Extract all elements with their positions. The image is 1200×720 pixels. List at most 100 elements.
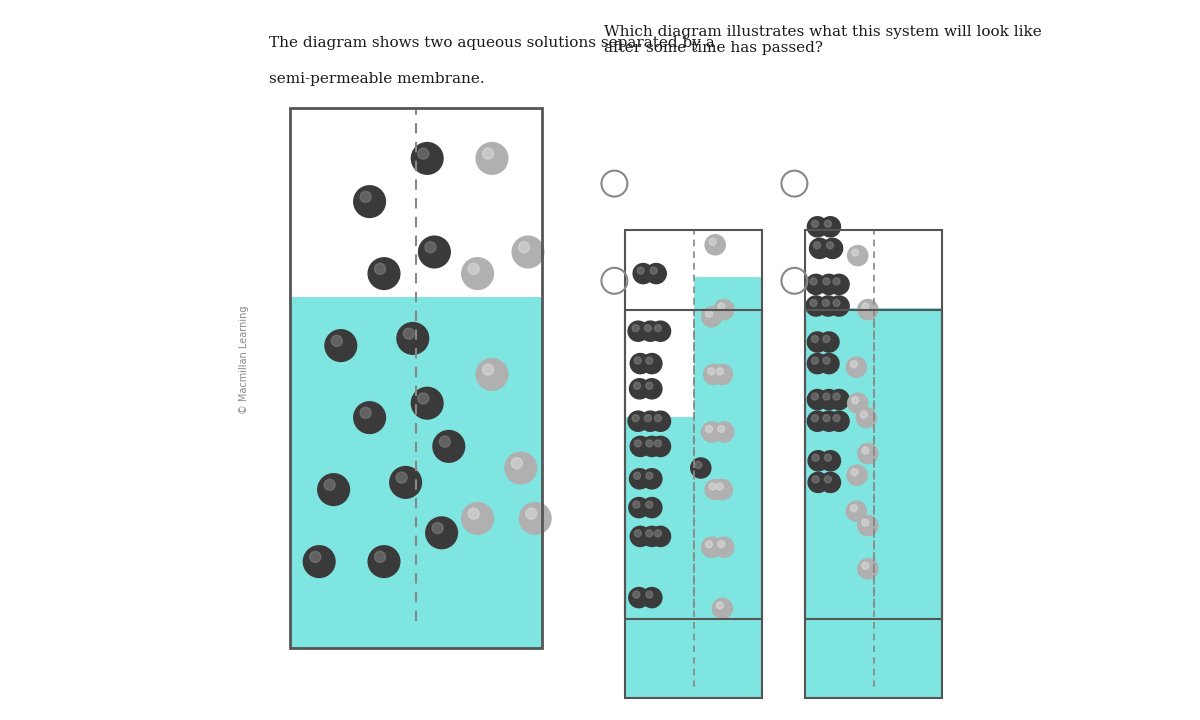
Text: Which diagram illustrates what this system will look like
after some time has pa: Which diagram illustrates what this syst… bbox=[604, 25, 1042, 55]
Circle shape bbox=[823, 278, 830, 285]
Circle shape bbox=[331, 336, 342, 346]
Bar bbox=[694, 277, 762, 619]
Circle shape bbox=[714, 537, 734, 557]
Circle shape bbox=[403, 328, 414, 339]
Circle shape bbox=[851, 469, 858, 476]
Bar bbox=[625, 310, 762, 698]
Circle shape bbox=[630, 526, 650, 546]
Circle shape bbox=[829, 411, 850, 431]
Circle shape bbox=[468, 508, 479, 519]
Bar bbox=[805, 310, 942, 698]
Circle shape bbox=[646, 472, 653, 480]
Circle shape bbox=[808, 217, 828, 237]
Circle shape bbox=[702, 537, 721, 557]
Circle shape bbox=[325, 330, 356, 361]
Circle shape bbox=[806, 274, 826, 294]
Circle shape bbox=[462, 258, 493, 289]
Circle shape bbox=[642, 588, 662, 608]
Circle shape bbox=[505, 452, 536, 484]
Circle shape bbox=[808, 390, 828, 410]
Circle shape bbox=[810, 238, 829, 258]
Circle shape bbox=[650, 526, 671, 546]
Circle shape bbox=[642, 526, 662, 546]
Circle shape bbox=[810, 278, 817, 285]
Circle shape bbox=[709, 483, 716, 490]
Circle shape bbox=[858, 559, 878, 579]
Circle shape bbox=[642, 498, 662, 518]
Circle shape bbox=[628, 411, 648, 431]
Circle shape bbox=[706, 426, 713, 433]
Circle shape bbox=[808, 451, 828, 471]
Circle shape bbox=[858, 516, 878, 536]
Bar bbox=[625, 230, 762, 619]
Circle shape bbox=[851, 505, 857, 512]
Circle shape bbox=[846, 501, 866, 521]
Circle shape bbox=[811, 393, 818, 400]
Circle shape bbox=[829, 296, 850, 316]
Text: © Macmillan Learning: © Macmillan Learning bbox=[239, 306, 248, 414]
Circle shape bbox=[716, 368, 724, 375]
Circle shape bbox=[644, 325, 652, 332]
Circle shape bbox=[634, 472, 641, 480]
Circle shape bbox=[821, 451, 840, 471]
Circle shape bbox=[858, 444, 878, 464]
Circle shape bbox=[374, 264, 385, 274]
Circle shape bbox=[862, 447, 869, 454]
Circle shape bbox=[708, 368, 715, 375]
Circle shape bbox=[808, 354, 828, 374]
Circle shape bbox=[635, 357, 641, 364]
Circle shape bbox=[824, 476, 832, 483]
Circle shape bbox=[310, 552, 320, 562]
Circle shape bbox=[630, 469, 649, 489]
Circle shape bbox=[862, 303, 869, 310]
Circle shape bbox=[419, 236, 450, 268]
Bar bbox=[805, 230, 942, 619]
Circle shape bbox=[706, 541, 713, 548]
Circle shape bbox=[641, 411, 660, 431]
Circle shape bbox=[808, 332, 828, 352]
Circle shape bbox=[646, 501, 653, 508]
Circle shape bbox=[714, 300, 734, 320]
Circle shape bbox=[354, 402, 385, 433]
Circle shape bbox=[821, 217, 840, 237]
Circle shape bbox=[418, 148, 428, 159]
Circle shape bbox=[520, 503, 551, 534]
Circle shape bbox=[468, 264, 479, 274]
Circle shape bbox=[811, 415, 818, 422]
Circle shape bbox=[646, 530, 653, 537]
Circle shape bbox=[418, 393, 428, 404]
Circle shape bbox=[632, 325, 640, 332]
Circle shape bbox=[646, 264, 666, 284]
Circle shape bbox=[425, 242, 436, 253]
Circle shape bbox=[654, 530, 661, 537]
Circle shape bbox=[646, 382, 653, 390]
Circle shape bbox=[637, 267, 644, 274]
Circle shape bbox=[641, 321, 660, 341]
Circle shape bbox=[713, 480, 732, 500]
Circle shape bbox=[646, 440, 653, 447]
Circle shape bbox=[642, 354, 662, 374]
Circle shape bbox=[818, 354, 839, 374]
Circle shape bbox=[818, 411, 839, 431]
Circle shape bbox=[482, 148, 493, 159]
Circle shape bbox=[432, 523, 443, 534]
Circle shape bbox=[526, 508, 536, 519]
Circle shape bbox=[634, 382, 641, 390]
Circle shape bbox=[811, 357, 818, 364]
Circle shape bbox=[360, 192, 371, 202]
Circle shape bbox=[691, 458, 710, 478]
Circle shape bbox=[511, 458, 522, 469]
Circle shape bbox=[642, 436, 662, 456]
Circle shape bbox=[806, 296, 826, 316]
Circle shape bbox=[709, 238, 716, 246]
Circle shape bbox=[812, 476, 820, 483]
Circle shape bbox=[823, 336, 830, 343]
Circle shape bbox=[814, 242, 821, 249]
Circle shape bbox=[823, 393, 830, 400]
Circle shape bbox=[823, 415, 830, 422]
Circle shape bbox=[368, 258, 400, 289]
Circle shape bbox=[654, 440, 661, 447]
Circle shape bbox=[426, 517, 457, 549]
Circle shape bbox=[808, 472, 828, 492]
Circle shape bbox=[629, 588, 649, 608]
